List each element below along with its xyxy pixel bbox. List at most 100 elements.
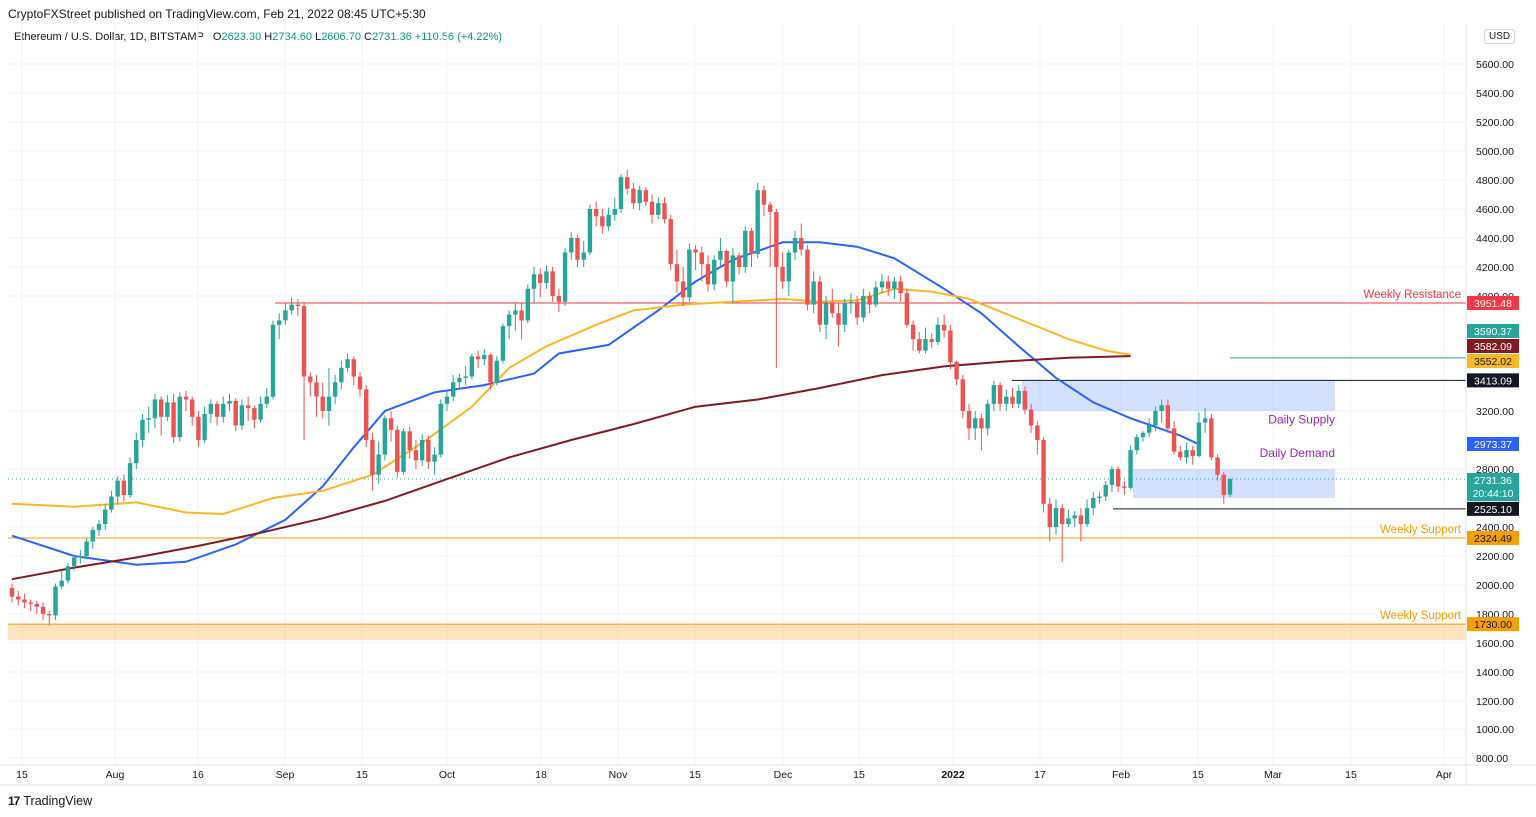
candle-body (767, 204, 773, 212)
candle-body (78, 556, 83, 558)
level-label: Weekly Support (1380, 524, 1462, 536)
x-tick-label: 16 (192, 769, 204, 781)
candle-body (1153, 411, 1158, 426)
candle-body (811, 281, 816, 305)
candle-body (494, 360, 499, 383)
candle-body (1184, 450, 1189, 458)
x-tick-label: Aug (106, 769, 125, 781)
high-label: H (264, 31, 273, 43)
candle-body (792, 238, 798, 253)
candle-body (158, 399, 164, 417)
candle-body (183, 396, 189, 400)
candle-body (550, 271, 555, 296)
brand-name: TradingView (23, 794, 93, 808)
y-tick-label: 4800.00 (1476, 175, 1514, 187)
candle-body (239, 405, 245, 426)
candle-body (544, 271, 549, 283)
price-badge-text: 3582.09 (1474, 341, 1512, 353)
candle-body (730, 255, 736, 282)
candle-body (196, 416, 201, 440)
candle-body (817, 281, 823, 325)
candle-body (482, 354, 487, 360)
candle-body (954, 362, 959, 380)
y-tick-label: 3200.00 (1476, 406, 1514, 418)
candle-body (1147, 425, 1152, 433)
candle-body (103, 509, 108, 525)
candle-body (1209, 418, 1214, 458)
moving-average-line (11, 241, 1200, 566)
candle-body (991, 385, 997, 404)
candle-body (699, 252, 704, 265)
x-tick-label: Dec (774, 769, 793, 781)
x-tick-label: Sep (276, 769, 295, 781)
candle-body (339, 367, 344, 383)
candle-body (867, 296, 872, 305)
candle-body (1190, 450, 1195, 456)
candle-body (736, 255, 742, 267)
candle-body (637, 190, 642, 204)
candle-body (227, 400, 232, 404)
candle-body (904, 293, 910, 325)
currency-button[interactable]: USD (1484, 29, 1516, 44)
candle-body (59, 580, 64, 587)
candle-body (625, 177, 630, 189)
y-tick-label: 2000.00 (1476, 580, 1514, 592)
candle-body (575, 238, 580, 260)
symbol-name[interactable]: Ethereum / U.S. Dollar, 1D, BITSTAMP (14, 31, 204, 43)
candle-body (1140, 432, 1146, 438)
y-tick-label: 5200.00 (1476, 117, 1514, 129)
y-tick-label: 2200.00 (1476, 551, 1514, 563)
x-tick-label: 15 (1345, 769, 1357, 781)
x-tick-label: 2022 (941, 769, 965, 781)
y-tick-label: 1400.00 (1476, 667, 1514, 679)
candle-body (388, 418, 394, 430)
countdown-text: 20:44:10 (1473, 488, 1514, 500)
y-tick-label: 1600.00 (1476, 638, 1514, 650)
candle-body (65, 566, 71, 581)
candle-body (252, 408, 257, 420)
price-badge-text: 3590.37 (1474, 326, 1512, 338)
candle-body (351, 359, 356, 377)
candle-body (1159, 405, 1164, 411)
candle-body (140, 419, 145, 440)
candle-body (115, 480, 120, 497)
candle-body (948, 330, 953, 363)
candle-body (842, 303, 847, 325)
candle-body (569, 238, 574, 253)
x-tick-label: 15 (356, 769, 368, 781)
candle-body (1066, 518, 1071, 525)
symbol-legend: Ethereum / U.S. Dollar, 1D, BITSTAMP O26… (14, 31, 502, 43)
candle-body (96, 524, 102, 530)
levels: Weekly Resistance Weekly Support Weekly Su… (8, 289, 1466, 625)
candle-body (9, 587, 15, 597)
candle-body (774, 211, 779, 267)
level-badge (1467, 295, 1519, 310)
candle-body (47, 614, 52, 616)
level-badge (1467, 373, 1519, 388)
candle-body (973, 418, 978, 429)
candle-body (270, 324, 276, 397)
price-badge-text: 3552.02 (1474, 356, 1512, 368)
candle-body (345, 359, 350, 368)
x-tick-label: 15 (1192, 769, 1204, 781)
candle-body (960, 379, 965, 411)
candle-body (177, 396, 182, 438)
candle-body (562, 252, 568, 302)
candle-body (513, 310, 518, 315)
price-badge (1467, 339, 1519, 353)
candle-body (805, 249, 810, 305)
candle-body (134, 440, 139, 464)
candle-body (146, 418, 151, 420)
zone-label: Daily Supply (1268, 412, 1335, 426)
candle-body (923, 339, 928, 351)
candle-body (556, 296, 562, 302)
moving-average-line (11, 355, 1131, 581)
candle-body (214, 403, 220, 417)
x-tick-label: Apr (1436, 769, 1453, 781)
candle-body (786, 252, 791, 282)
y-tick-label: 4200.00 (1476, 262, 1514, 274)
candle-body (1016, 390, 1021, 404)
candle-body (892, 281, 897, 289)
candle-body (233, 400, 238, 426)
